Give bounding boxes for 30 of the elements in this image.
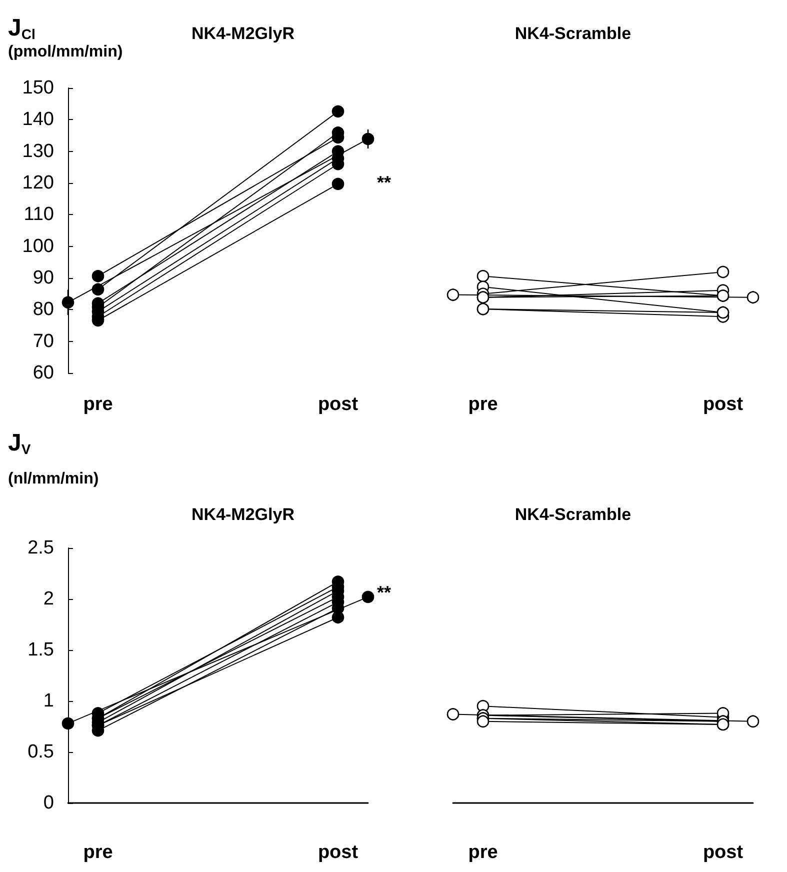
y-tick-label: 110 bbox=[24, 204, 54, 226]
x-tick-label: post bbox=[318, 394, 359, 415]
chart-title: NK4-Scramble bbox=[514, 505, 632, 524]
y-tick-label: 1 bbox=[43, 690, 54, 712]
y-tick-label: 90 bbox=[32, 268, 54, 288]
x-tick-label: pre bbox=[468, 394, 498, 415]
chart-title: NK4-Scramble bbox=[514, 24, 632, 43]
y-tick-label: 80 bbox=[32, 299, 54, 320]
y-tick-label: 60 bbox=[32, 362, 54, 384]
y-tick-label: 0 bbox=[43, 792, 54, 814]
y-tick-label: 70 bbox=[32, 330, 54, 352]
text: ** bbox=[376, 582, 392, 603]
y-tick-label: 2 bbox=[43, 588, 54, 610]
y-tick-label: 0.5 bbox=[28, 742, 54, 762]
annotation: ** bbox=[376, 172, 392, 192]
y-tick-label: 150 bbox=[22, 78, 54, 98]
x-tick-label: pre bbox=[83, 394, 113, 415]
y-tick-label: 120 bbox=[22, 172, 54, 194]
y-tick-label: 2.5 bbox=[28, 538, 54, 558]
chart-title: NK4-M2GlyR bbox=[192, 24, 294, 43]
x-tick-label: post bbox=[702, 842, 744, 863]
x-tick-label: pre bbox=[83, 842, 113, 863]
x-tick-label: pre bbox=[468, 842, 498, 863]
y-tick-label: 140 bbox=[22, 109, 54, 130]
y-tick-label: 100 bbox=[22, 236, 54, 257]
y-tick-label: 130 bbox=[22, 140, 54, 162]
chart-title: NK4-M2GlyR bbox=[192, 505, 294, 524]
x-tick-label: post bbox=[702, 394, 744, 415]
x-tick-label: post bbox=[318, 842, 359, 863]
y-tick-label: 1.5 bbox=[28, 640, 54, 660]
